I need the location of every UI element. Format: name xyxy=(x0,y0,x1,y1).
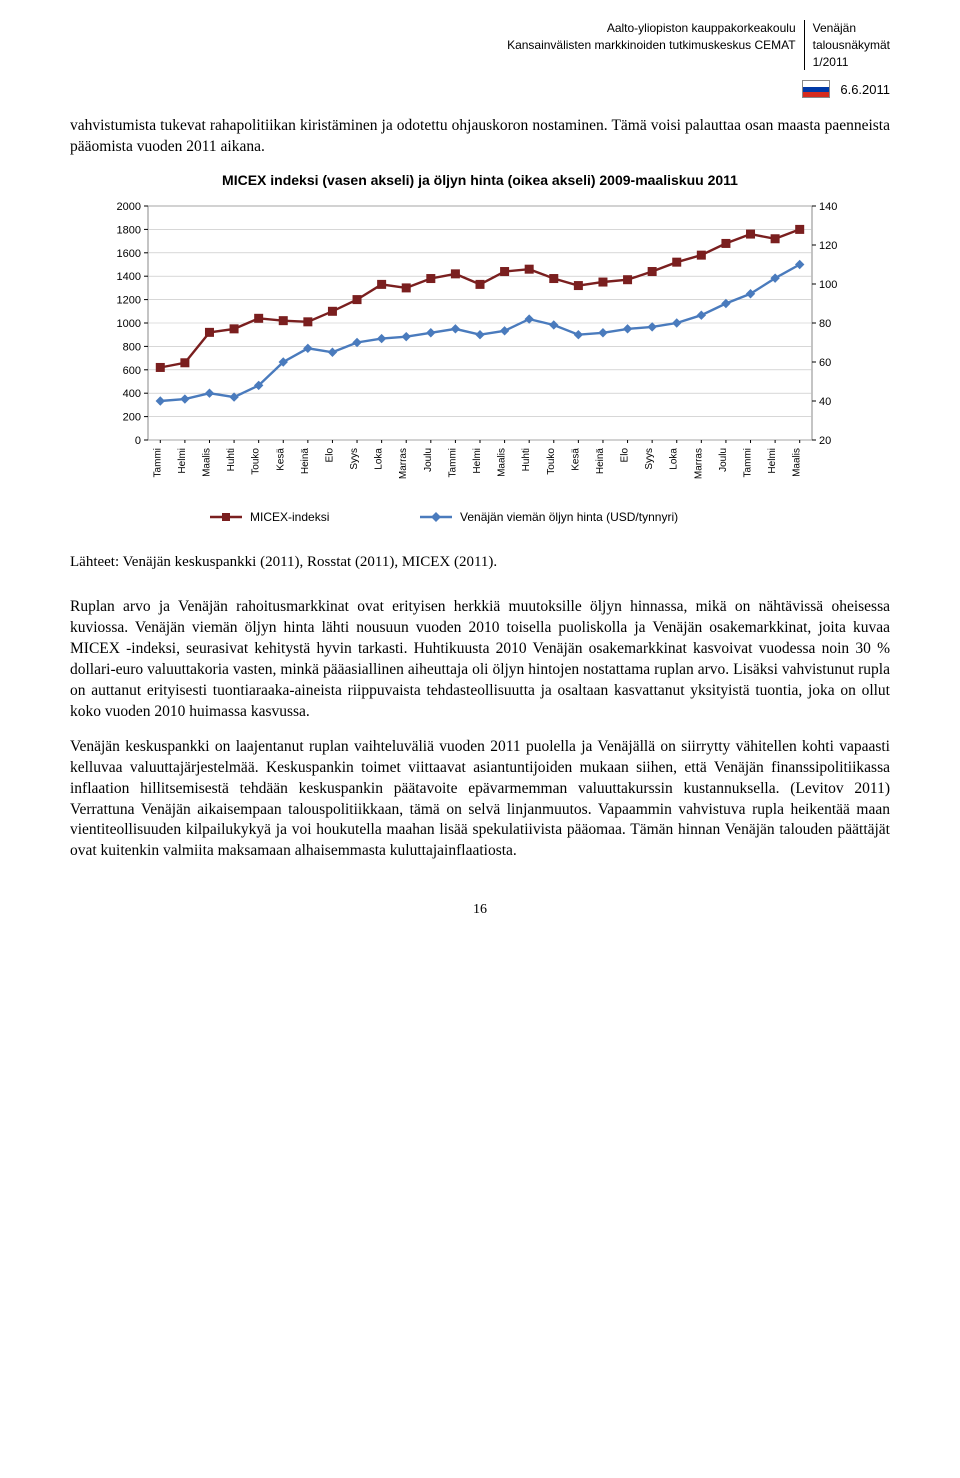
russia-flag-icon xyxy=(802,80,830,98)
svg-text:Venäjän viemän öljyn hinta (US: Venäjän viemän öljyn hinta (USD/tynnyri) xyxy=(460,510,678,524)
svg-text:20: 20 xyxy=(819,435,831,447)
sources-line: Lähteet: Venäjän keskuspankki (2011), Ro… xyxy=(70,554,890,571)
chart-container: 0 200 400 600 800 1000 1200 1400 1600 1800 2000 20 4… xyxy=(100,200,860,534)
svg-text:Heinä: Heinä xyxy=(300,448,311,475)
svg-text:Joulu: Joulu xyxy=(423,448,434,472)
svg-text:1600: 1600 xyxy=(117,248,141,260)
svg-text:1000: 1000 xyxy=(117,318,141,330)
svg-text:1800: 1800 xyxy=(117,225,141,237)
svg-text:Touko: Touko xyxy=(251,448,262,475)
svg-text:Syys: Syys xyxy=(349,448,360,470)
svg-text:Joulu: Joulu xyxy=(718,448,729,472)
svg-text:Loka: Loka xyxy=(374,448,385,470)
svg-text:Tammi: Tammi xyxy=(447,448,458,477)
svg-text:40: 40 xyxy=(819,396,831,408)
header-right: Venäjän talousnäkymät 1/2011 xyxy=(805,20,890,70)
svg-text:0: 0 xyxy=(135,435,141,447)
svg-text:Kesä: Kesä xyxy=(570,448,581,471)
header-left: Aalto-yliopiston kauppakorkeakoulu Kansa… xyxy=(507,20,805,70)
page-header: Aalto-yliopiston kauppakorkeakoulu Kansa… xyxy=(70,20,890,70)
svg-text:400: 400 xyxy=(123,388,141,400)
header-inst-1: Aalto-yliopiston kauppakorkeakoulu xyxy=(507,20,796,37)
svg-text:Touko: Touko xyxy=(546,448,557,475)
svg-text:Marras: Marras xyxy=(693,448,704,479)
svg-text:Huhti: Huhti xyxy=(521,448,532,471)
svg-text:80: 80 xyxy=(819,318,831,330)
svg-text:Kesä: Kesä xyxy=(275,448,286,471)
header-topic-2: talousnäkymät xyxy=(813,37,890,54)
svg-text:Tammi: Tammi xyxy=(152,448,163,477)
svg-text:140: 140 xyxy=(819,201,837,213)
svg-text:1400: 1400 xyxy=(117,271,141,283)
svg-text:MICEX-indeksi: MICEX-indeksi xyxy=(250,510,329,524)
svg-text:Helmi: Helmi xyxy=(472,448,483,474)
header-issue: 1/2011 xyxy=(813,54,890,71)
header-topic-1: Venäjän xyxy=(813,20,890,37)
header-inst-2: Kansainvälisten markkinoiden tutkimuskes… xyxy=(507,37,796,54)
svg-text:Maalis: Maalis xyxy=(201,448,212,477)
svg-text:600: 600 xyxy=(123,365,141,377)
svg-text:Maalis: Maalis xyxy=(792,448,803,477)
header-date: 6.6.2011 xyxy=(840,82,890,97)
intro-paragraph: vahvistumista tukevat rahapolitiikan kir… xyxy=(70,116,890,158)
svg-text:60: 60 xyxy=(819,357,831,369)
chart-title: MICEX indeksi (vasen akseli) ja öljyn hi… xyxy=(70,172,890,188)
svg-text:2000: 2000 xyxy=(117,201,141,213)
svg-text:1200: 1200 xyxy=(117,295,141,307)
svg-text:Huhti: Huhti xyxy=(226,448,237,471)
svg-text:Helmi: Helmi xyxy=(767,448,778,474)
svg-text:Maalis: Maalis xyxy=(497,448,508,477)
body-paragraph-1: Ruplan arvo ja Venäjän rahoitusmarkkinat… xyxy=(70,597,890,723)
svg-text:Marras: Marras xyxy=(398,448,409,479)
svg-text:800: 800 xyxy=(123,342,141,354)
svg-text:120: 120 xyxy=(819,240,837,252)
svg-text:Heinä: Heinä xyxy=(595,448,606,475)
chart-legend: MICEX-indeksi Venäjän viemän öljyn hinta … xyxy=(100,500,860,534)
line-chart: 0 200 400 600 800 1000 1200 1400 1600 1800 2000 20 4… xyxy=(100,200,860,500)
svg-text:Tammi: Tammi xyxy=(743,448,754,477)
svg-text:Elo: Elo xyxy=(324,448,335,463)
svg-text:200: 200 xyxy=(123,412,141,424)
date-row: 6.6.2011 xyxy=(70,80,890,98)
svg-text:Elo: Elo xyxy=(620,448,631,463)
page-number: 16 xyxy=(70,902,890,918)
body-paragraph-2: Venäjän keskuspankki on laajentanut rupl… xyxy=(70,737,890,863)
svg-text:Syys: Syys xyxy=(644,448,655,470)
svg-text:Loka: Loka xyxy=(669,448,680,470)
svg-text:100: 100 xyxy=(819,279,837,291)
svg-text:Helmi: Helmi xyxy=(177,448,188,474)
